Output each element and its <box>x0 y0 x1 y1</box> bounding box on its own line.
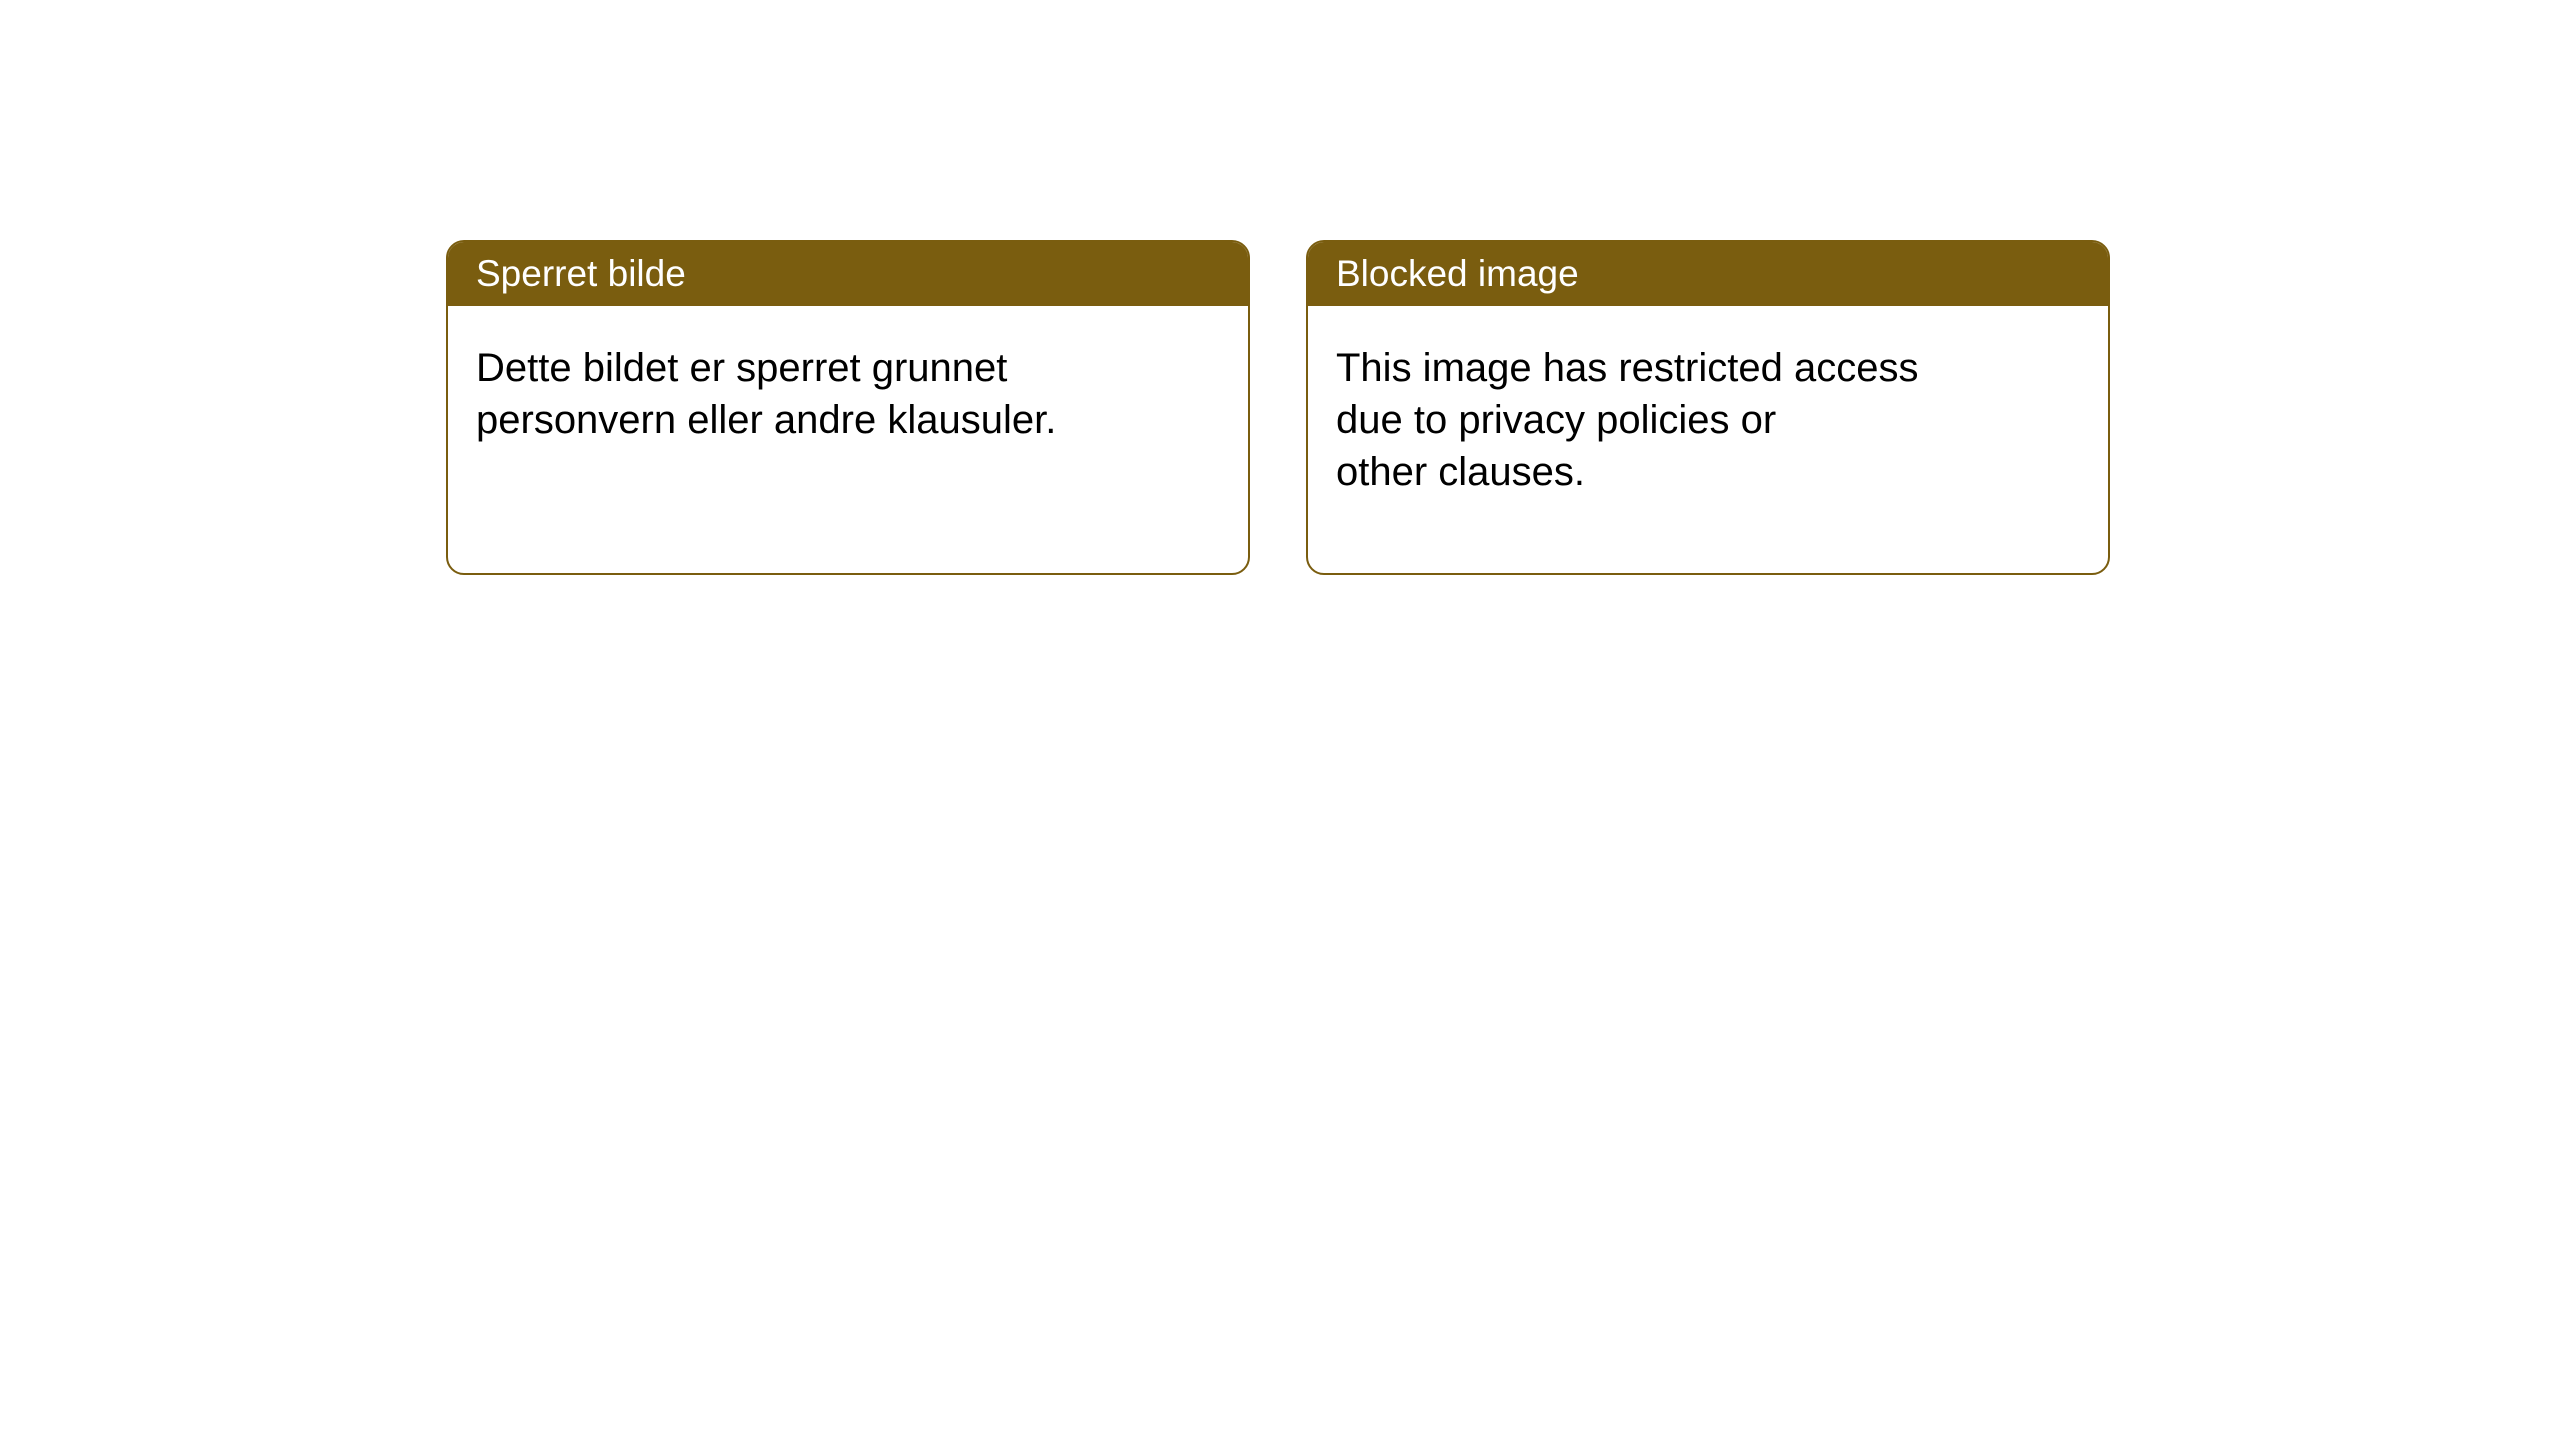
card-header-en: Blocked image <box>1308 242 2108 306</box>
card-header-no: Sperret bilde <box>448 242 1248 306</box>
card-body-en: This image has restricted access due to … <box>1308 306 2108 534</box>
notice-container: Sperret bilde Dette bildet er sperret gr… <box>0 0 2560 575</box>
blocked-image-card-no: Sperret bilde Dette bildet er sperret gr… <box>446 240 1250 575</box>
blocked-image-card-en: Blocked image This image has restricted … <box>1306 240 2110 575</box>
card-body-no: Dette bildet er sperret grunnet personve… <box>448 306 1248 482</box>
